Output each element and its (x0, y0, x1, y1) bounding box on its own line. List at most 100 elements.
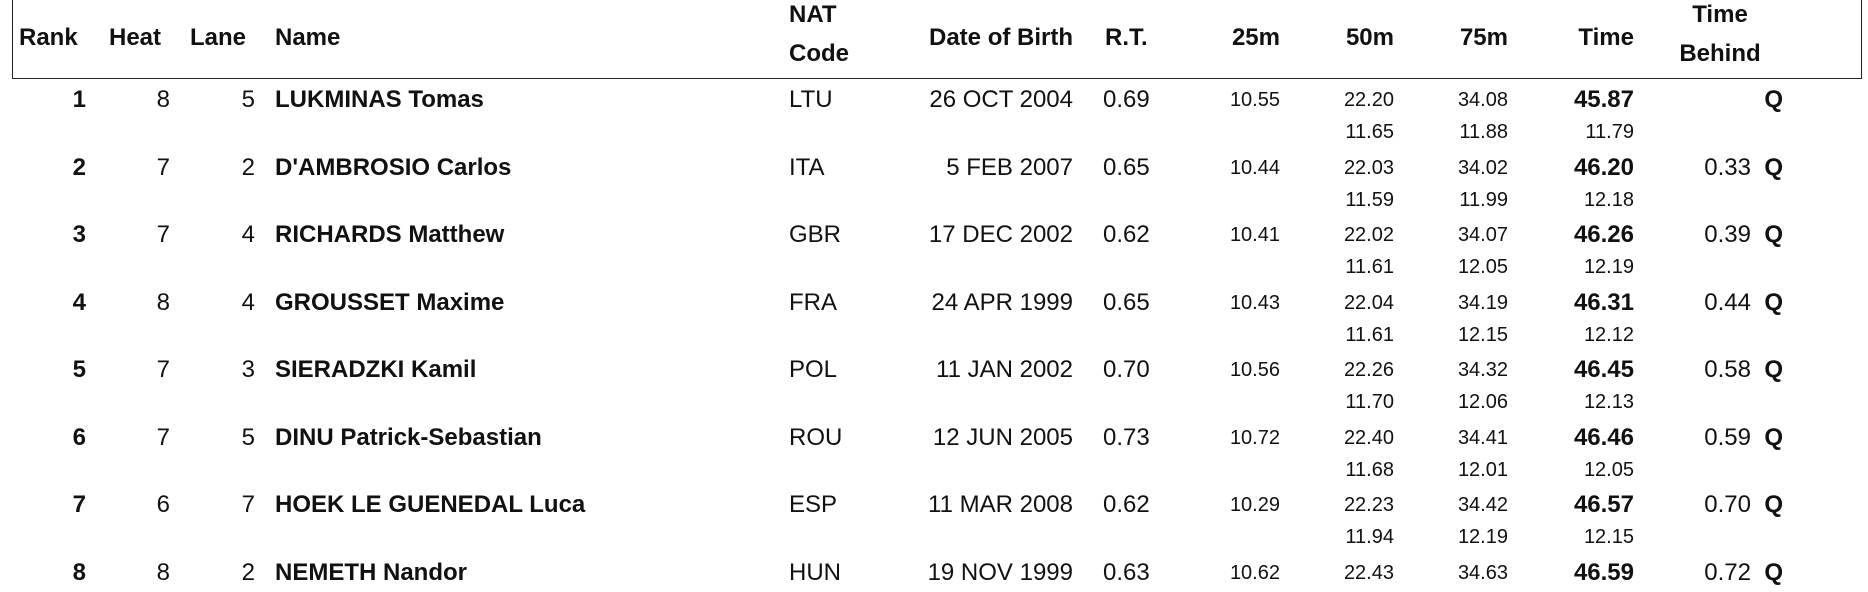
split-25m: 10.62 (1229, 561, 1280, 584)
column-header: Time (1578, 24, 1634, 51)
lap-split: 11.68 (1345, 458, 1394, 481)
qualifier: Q (1764, 221, 1783, 248)
lap-split: 11.94 (1345, 526, 1394, 548)
split-25m: 10.44 (1229, 156, 1280, 179)
qualifier: Q (1764, 558, 1783, 586)
split-50m: 22.20 (1343, 89, 1394, 111)
split-50m: 22.04 (1343, 291, 1394, 314)
lap-split: 12.15 (1583, 526, 1634, 548)
lap-split: 12.13 (1583, 391, 1634, 413)
heat: 7 (156, 221, 170, 248)
split-75m: 34.07 (1457, 224, 1508, 246)
lane: 2 (241, 558, 255, 586)
lap-split: 11.70 (1345, 391, 1394, 413)
reaction-time: 0.65 (1103, 153, 1150, 181)
lap-split: 12.01 (1457, 458, 1508, 481)
date-of-birth: 24 APR 1999 (931, 288, 1073, 316)
reaction-time: 0.70 (1103, 356, 1150, 383)
final-time: 45.87 (1573, 86, 1634, 113)
nat-code: ITA (789, 153, 825, 181)
split-75m: 34.42 (1457, 494, 1508, 516)
lap-split: 12.19 (1457, 526, 1508, 548)
split-75m: 34.19 (1457, 291, 1508, 314)
split-50m: 22.26 (1343, 359, 1394, 381)
lap-split: 12.18 (1583, 188, 1634, 211)
split-50m: 22.43 (1343, 561, 1394, 584)
split-25m: 10.55 (1229, 89, 1280, 111)
date-of-birth: 19 NOV 1999 (927, 558, 1073, 586)
athlete-name: RICHARDS Matthew (275, 221, 505, 248)
rank: 1 (72, 86, 86, 113)
final-time: 46.45 (1573, 356, 1634, 383)
nat-code: HUN (789, 558, 841, 586)
time-behind: 0.33 (1704, 153, 1751, 181)
reaction-time: 0.63 (1103, 558, 1150, 586)
lane: 5 (241, 423, 255, 451)
final-time: 46.57 (1573, 491, 1634, 518)
column-header: Code (789, 40, 849, 67)
split-25m: 10.56 (1229, 359, 1280, 381)
athlete-name: D'AMBROSIO Carlos (275, 153, 512, 181)
lap-split: 11.79 (1585, 121, 1634, 143)
split-25m: 10.43 (1229, 291, 1280, 314)
lap-split: 12.06 (1457, 391, 1508, 413)
lap-split: 12.19 (1583, 256, 1634, 278)
lane: 7 (241, 491, 255, 518)
split-50m: 22.03 (1343, 156, 1394, 179)
split-75m: 34.41 (1457, 426, 1508, 449)
column-header: Name (275, 24, 341, 51)
time-behind: 0.39 (1704, 221, 1751, 248)
column-header: Lane (190, 24, 247, 51)
nat-code: FRA (789, 288, 837, 316)
time-behind: 0.59 (1704, 423, 1751, 451)
rank: 6 (72, 423, 86, 451)
reaction-time: 0.62 (1103, 221, 1150, 248)
reaction-time: 0.73 (1103, 423, 1150, 451)
column-header: 75m (1459, 24, 1508, 51)
split-50m: 22.40 (1343, 426, 1394, 449)
nat-code: LTU (789, 86, 833, 113)
header-box (12, 0, 1862, 79)
heat: 8 (156, 288, 170, 316)
qualifier: Q (1764, 423, 1783, 451)
time-behind: 0.44 (1704, 288, 1751, 316)
qualifier: Q (1764, 86, 1783, 113)
split-50m: 22.02 (1343, 224, 1394, 246)
nat-code: POL (789, 356, 838, 383)
split-25m: 10.29 (1229, 494, 1280, 516)
column-header: 25m (1231, 24, 1280, 51)
lap-split: 11.61 (1345, 256, 1394, 278)
time-behind: 0.72 (1704, 558, 1751, 586)
athlete-name: NEMETH Nandor (275, 558, 467, 586)
lap-split: 11.59 (1345, 188, 1394, 211)
column-header: Behind (1679, 40, 1761, 67)
lap-split: 12.12 (1583, 323, 1634, 346)
heat: 8 (156, 86, 170, 113)
reaction-time: 0.69 (1103, 86, 1150, 113)
nat-code: ROU (789, 423, 843, 451)
lap-split: 12.05 (1457, 256, 1508, 278)
lane: 2 (241, 153, 255, 181)
rank: 3 (72, 221, 86, 248)
date-of-birth: 11 JAN 2002 (936, 356, 1073, 383)
final-time: 46.20 (1573, 153, 1634, 181)
heat: 7 (156, 153, 170, 181)
split-75m: 34.08 (1457, 89, 1508, 111)
heat: 8 (156, 558, 170, 586)
split-75m: 34.02 (1457, 156, 1508, 179)
lane: 5 (241, 86, 255, 113)
nat-code: ESP (789, 491, 838, 518)
qualifier: Q (1764, 356, 1783, 383)
lap-split: 12.15 (1457, 323, 1508, 346)
lap-split: 11.88 (1459, 121, 1508, 143)
split-50m: 22.23 (1343, 494, 1394, 516)
lane: 3 (241, 356, 255, 383)
qualifier: Q (1764, 153, 1783, 181)
final-time: 46.46 (1573, 423, 1634, 451)
column-header: NAT (789, 1, 837, 28)
date-of-birth: 12 JUN 2005 (932, 423, 1073, 451)
athlete-name: DINU Patrick-Sebastian (275, 423, 542, 451)
nat-code: GBR (789, 221, 842, 248)
lap-split: 11.99 (1459, 188, 1508, 211)
